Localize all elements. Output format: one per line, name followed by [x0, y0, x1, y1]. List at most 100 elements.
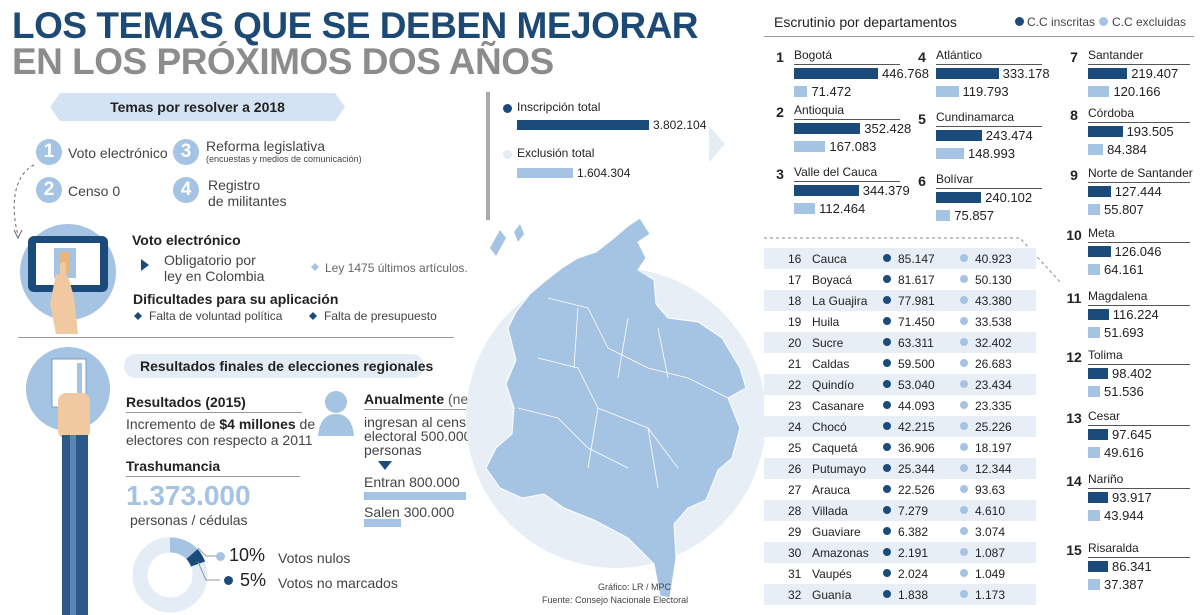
table-insc-dot: [883, 359, 891, 367]
tablet-vote-icon: [20, 224, 116, 334]
table-insc-value: 85.147: [898, 252, 935, 266]
table-excl-dot: [960, 254, 968, 262]
voto-point1a: Obligatorio por: [164, 252, 256, 268]
table-row: 19 Huila 71.450 33.538: [764, 311, 1036, 332]
table-excl-dot: [960, 506, 968, 514]
credit-fuente: Fuente: Consejo Nacionale Electoral: [542, 595, 689, 605]
dept-5-insc-bar: [936, 130, 982, 141]
dept-9-name: Norte de Santander: [1088, 166, 1193, 180]
insc-value: 3.802.104: [653, 118, 707, 132]
table-row: 31 Vaupés 2.024 1.049: [764, 563, 1036, 584]
table-name: Vaupés: [812, 567, 852, 581]
page-title: LOS TEMAS QUE SE DEBEN MEJORAR: [12, 5, 699, 46]
table-insc-dot: [883, 527, 891, 535]
dept-9-insc-value: 127.444: [1114, 184, 1162, 199]
totals-bar-accent: [486, 92, 490, 220]
difficulty-1: Falta de voluntad política: [149, 309, 283, 323]
dept-11-name: Magdalena: [1088, 289, 1148, 303]
dept-4-excl-value: 119.793: [962, 84, 1009, 99]
table-insc-value: 53.040: [898, 378, 935, 392]
dept-6-name: Bolívar: [936, 172, 974, 186]
table-row: 30 Amazonas 2.191 1.087: [764, 542, 1036, 563]
table-insc-value: 1.838: [898, 588, 929, 602]
dept-4-name: Atlántico: [936, 48, 983, 62]
table-rank: 30: [788, 546, 802, 560]
dept-8-insc-value: 193.505: [1126, 124, 1174, 139]
r2015-line1c: de: [295, 416, 316, 432]
voto-title: Voto electrónico: [132, 232, 241, 248]
insc-label: Inscripción total: [517, 100, 601, 114]
dept-15-underline: [1088, 557, 1190, 558]
resultados-header: Resultados finales de elecciones regiona…: [140, 358, 434, 374]
table-row: 32 Guanía 1.838 1.173: [764, 584, 1036, 605]
dept-5-excl-value: 148.993: [968, 146, 1015, 161]
table-excl-value: 43.380: [975, 294, 1012, 308]
table-insc-dot: [883, 485, 891, 493]
entran-label: Entran 800.000: [364, 474, 460, 490]
table-rank: 17: [788, 273, 802, 287]
table-rank: 26: [788, 462, 802, 476]
table-insc-value: 7.279: [898, 504, 929, 518]
table-excl-dot: [960, 590, 968, 598]
escrutinio-divider: [764, 36, 1194, 37]
dept-4-insc-value: 333.178: [1002, 66, 1050, 81]
colombia-map: [485, 217, 747, 599]
table-insc-value: 2.191: [898, 546, 929, 560]
table-name: Putumayo: [812, 462, 867, 476]
dept-2-insc-value: 352.428: [864, 121, 912, 136]
dept-10-underline: [1088, 242, 1190, 243]
table-name: Cauca: [812, 252, 847, 266]
dept-8-rank: 8: [1070, 107, 1078, 123]
table-insc-value: 81.617: [898, 273, 935, 287]
table-row: 24 Chocó 42.215 25.226: [764, 416, 1036, 437]
table-insc-dot: [883, 422, 891, 430]
dept-7-rank: 7: [1070, 49, 1078, 65]
topic-number-2: 2: [36, 177, 62, 203]
table-rank: 25: [788, 441, 802, 455]
dept-4-excl-bar: [936, 86, 959, 97]
table-rank: 31: [788, 567, 802, 581]
topic-label-1: Voto electrónico: [68, 145, 168, 161]
table-rank: 21: [788, 357, 802, 371]
table-insc-dot: [883, 506, 891, 514]
topics-banner: Temas por resolver a 2018: [50, 93, 345, 121]
table-rank: 27: [788, 483, 802, 497]
table-name: La Guajira: [812, 294, 868, 308]
nomarc-dot: [224, 576, 233, 585]
table-row: 16 Cauca 85.147 40.923: [764, 248, 1036, 269]
entran-bar: [364, 492, 466, 500]
dept-8-excl-bar: [1088, 144, 1104, 155]
dept-11-excl-bar: [1088, 327, 1100, 338]
table-insc-value: 44.093: [898, 399, 935, 413]
dept-11-excl-value: 51.693: [1104, 325, 1144, 340]
table-excl-value: 26.683: [975, 357, 1012, 371]
diamond-light-icon: [311, 263, 319, 271]
dept-6-excl-bar: [936, 210, 951, 221]
table-row: 27 Arauca 22.526 93.63: [764, 479, 1036, 500]
table-row: 25 Caquetá 36.906 18.197: [764, 437, 1036, 458]
topic-number-1: 1: [36, 139, 62, 165]
dept-1-insc-value: 446.768: [882, 66, 929, 81]
dept-12-name: Tolima: [1088, 348, 1123, 362]
table-insc-value: 71.450: [898, 315, 935, 329]
table-insc-value: 6.382: [898, 525, 929, 539]
nulos-dot: [216, 552, 225, 561]
table-excl-dot: [960, 548, 968, 556]
dept-3-excl-value: 112.464: [819, 201, 866, 216]
topic-number-4: 4: [173, 177, 199, 203]
topic-label-4b: de militantes: [208, 193, 287, 209]
table-insc-dot: [883, 254, 891, 262]
r2015-divider: [126, 412, 302, 413]
table-insc-dot: [883, 590, 891, 598]
dept-5-insc-value: 243.474: [985, 128, 1033, 143]
excl-bar: [517, 168, 573, 178]
dept-6-insc-bar: [936, 192, 982, 203]
legend-excl-dot: [1099, 17, 1108, 26]
table-insc-dot: [883, 443, 891, 451]
dept-8-excl-value: 84.384: [1107, 142, 1147, 157]
annual-l2: electoral 500.000: [364, 428, 472, 444]
divider: [18, 337, 454, 338]
table-name: Arauca: [812, 483, 851, 497]
triangle-down-icon: [378, 461, 392, 470]
dept-3-insc-value: 344.379: [862, 183, 910, 198]
